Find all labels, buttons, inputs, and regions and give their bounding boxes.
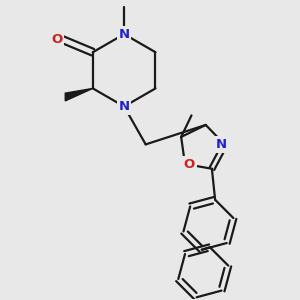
Text: O: O <box>51 33 62 46</box>
Text: N: N <box>118 28 130 40</box>
Text: O: O <box>184 158 195 170</box>
Text: N: N <box>118 100 130 113</box>
Text: N: N <box>216 138 227 151</box>
Polygon shape <box>65 88 93 101</box>
